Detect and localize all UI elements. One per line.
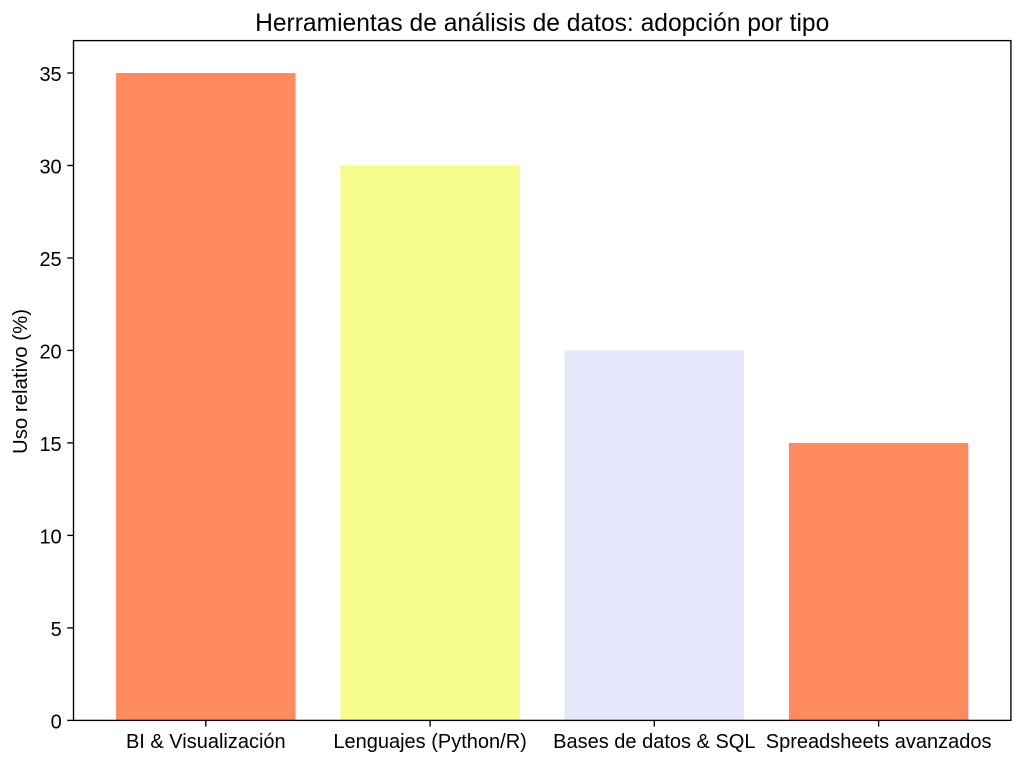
svg-text:30: 30	[39, 157, 61, 179]
svg-text:0: 0	[51, 712, 62, 734]
svg-text:10: 10	[39, 527, 61, 549]
svg-text:BI & Visualización: BI & Visualización	[126, 731, 286, 753]
svg-text:15: 15	[39, 434, 61, 456]
svg-text:Uso relativo (%): Uso relativo (%)	[10, 309, 32, 454]
svg-text:20: 20	[39, 342, 61, 364]
svg-text:Bases de datos & SQL: Bases de datos & SQL	[553, 731, 755, 753]
svg-text:Lenguajes (Python/R): Lenguajes (Python/R)	[333, 731, 526, 753]
svg-text:5: 5	[51, 619, 62, 641]
svg-text:Herramientas de análisis de da: Herramientas de análisis de datos: adopc…	[255, 10, 829, 37]
svg-text:35: 35	[39, 64, 61, 86]
svg-text:Spreadsheets avanzados: Spreadsheets avanzados	[766, 731, 992, 753]
svg-text:25: 25	[39, 249, 61, 271]
